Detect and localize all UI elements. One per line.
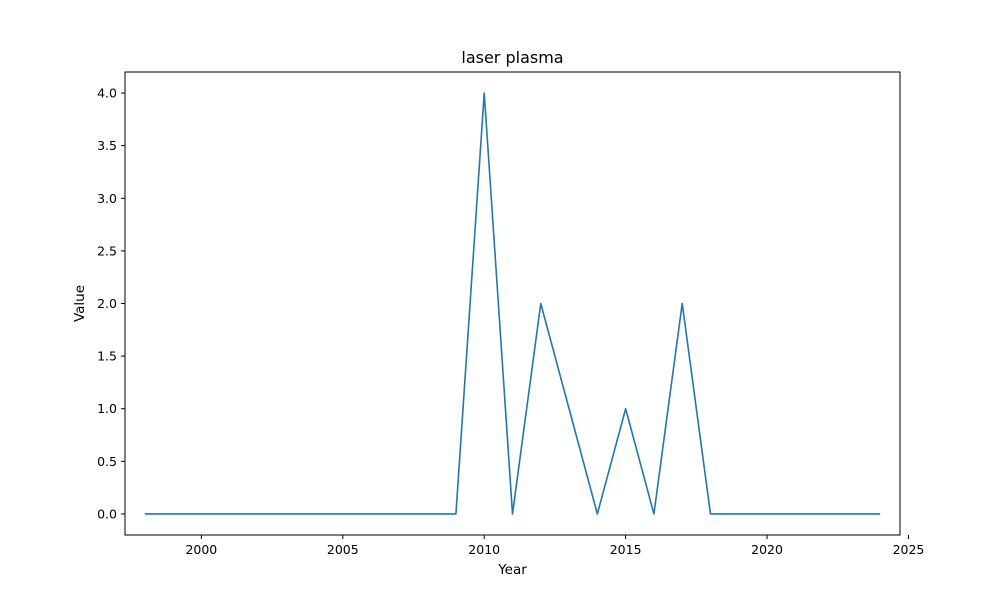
x-tick-label: 2020 (751, 542, 783, 557)
y-tick-label: 0.5 (97, 454, 117, 469)
y-tick-label: 1.5 (97, 349, 117, 364)
chart-title: laser plasma (461, 48, 563, 67)
x-tick-label: 2010 (468, 542, 500, 557)
plot-layer (144, 92, 881, 515)
y-tick-label: 3.5 (97, 138, 117, 153)
y-tick-label: 1.0 (97, 401, 117, 416)
y-tick-label: 4.0 (97, 86, 117, 101)
x-tick-label: 2025 (893, 542, 925, 557)
y-axis-label: Value (72, 285, 88, 322)
x-axis-label: Year (497, 562, 527, 578)
x-tick-label: 2005 (327, 542, 359, 557)
y-tick-label: 0.0 (97, 506, 117, 521)
y-tick-label: 2.5 (97, 243, 117, 258)
x-tick-label: 2000 (185, 542, 217, 557)
x-tick-label: 2015 (610, 542, 642, 557)
series-line-0 (144, 92, 881, 515)
y-axis: 0.0 0.5 1.0 1.5 2.0 2.5 3.0 3.5 4.0 (97, 86, 125, 521)
x-axis: 2000 2005 2010 2015 2020 2025 (185, 535, 924, 557)
y-tick-label: 2.0 (97, 296, 117, 311)
y-tick-label: 3.0 (97, 191, 117, 206)
